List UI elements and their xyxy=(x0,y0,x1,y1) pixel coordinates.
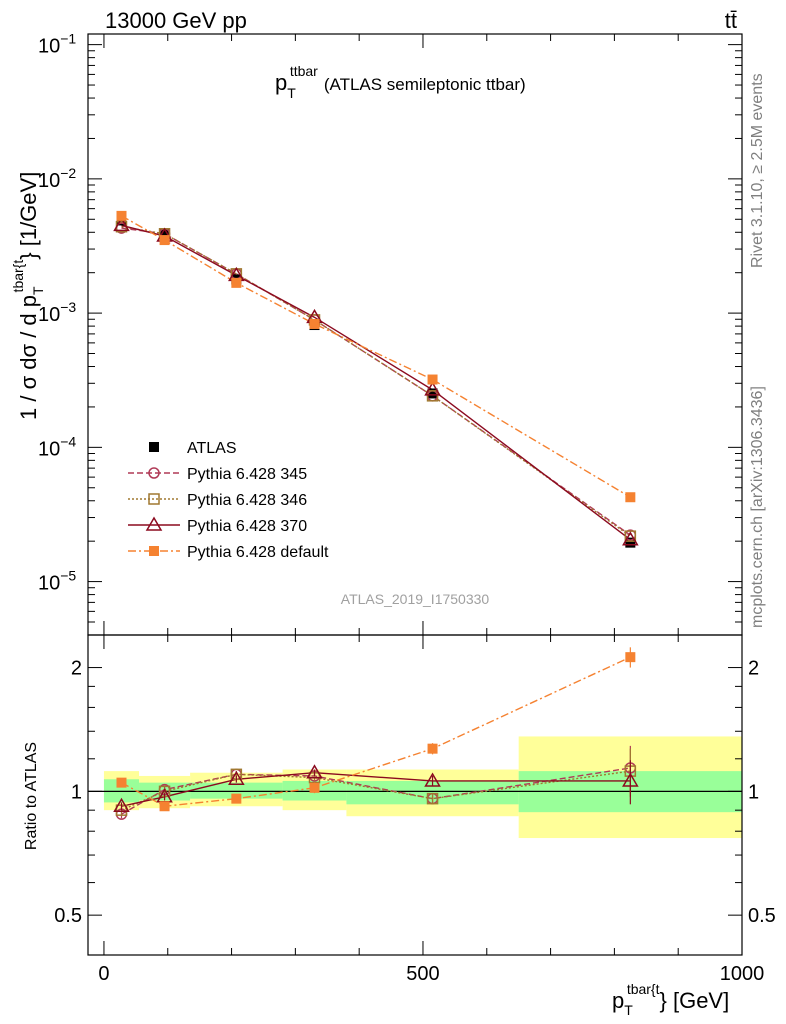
main-point-py370 xyxy=(622,531,639,546)
ratio-xtick-label: 1000 xyxy=(720,963,765,985)
main-point-pydefault xyxy=(231,277,242,288)
ratio-xtick-label: 500 xyxy=(406,963,439,985)
ratio-point-py346 xyxy=(426,792,439,805)
legend-label-pydefault: Pythia 6.428 default xyxy=(187,544,329,561)
ratio-line-pydefault xyxy=(121,656,631,807)
ylabel-text: 1 / σ dσ / d p xyxy=(16,295,41,420)
main-point-atlas xyxy=(159,228,170,239)
ratio-ytick-label-left: 1 xyxy=(71,781,82,803)
main-point-pydefault xyxy=(625,492,636,503)
ratio-point-py370 xyxy=(424,772,441,787)
xlabel-main: p xyxy=(612,988,624,1013)
xlabel-unit: } [GeV] xyxy=(660,988,730,1013)
ratio-band-inner xyxy=(346,780,519,805)
ratio-point-pydefault xyxy=(309,782,320,793)
mcplots-label: mcplots.cern.ch [arXiv:1306.3436] xyxy=(749,386,766,628)
ratio-point-pydefault xyxy=(116,777,127,788)
legend-label-py370: Pythia 6.428 370 xyxy=(187,518,307,535)
main-title: pTttbar (ATLAS semileptonic ttbar) xyxy=(275,63,526,101)
ratio-axes: 0.5 0.5 1 1 2 2 0 500 1000 xyxy=(54,634,776,985)
main-ytick-label: 10−3 xyxy=(38,299,76,326)
legend-marker-py346 xyxy=(148,493,160,505)
legend: ATLAS Pythia 6.428 345 Pythia 6.428 346 Pyt… xyxy=(128,440,329,561)
ratio-ytick-label-left: 2 xyxy=(71,658,82,680)
ylabel-sub: T xyxy=(30,286,46,295)
ratio-point-pydefault xyxy=(159,801,170,812)
ratio-ytick-label-right: 1 xyxy=(748,781,759,803)
main-point-atlas xyxy=(427,388,438,399)
title-main: p xyxy=(275,70,287,95)
ratio-uncertainty-bands xyxy=(103,736,742,839)
ratio-point-py370 xyxy=(622,772,639,787)
legend-marker-py370 xyxy=(145,516,163,531)
ratio-series-lines xyxy=(121,656,631,815)
main-ytick-label: 10−5 xyxy=(38,568,76,595)
ratio-point-pydefault xyxy=(427,743,438,754)
ratio-band-inner xyxy=(190,782,283,799)
ratio-ytick-label-left: 0.5 xyxy=(54,905,82,927)
title-rest: (ATLAS semileptonic ttbar) xyxy=(324,75,526,94)
ratio-point-pydefault xyxy=(231,793,242,804)
main-point-py346 xyxy=(624,530,637,542)
legend-label-py345: Pythia 6.428 345 xyxy=(187,466,307,483)
ratio-point-py370 xyxy=(306,764,323,779)
main-line-py370 xyxy=(121,224,631,541)
main-point-pydefault xyxy=(159,235,170,246)
legend-marker-pydefault xyxy=(149,546,159,556)
ratio-point-py370 xyxy=(113,797,130,812)
legend-label-py346: Pythia 6.428 346 xyxy=(187,492,307,509)
watermark: ATLAS_2019_I1750330 xyxy=(341,591,490,607)
main-point-py346 xyxy=(426,390,439,402)
main-series-lines xyxy=(121,215,631,541)
ratio-point-pydefault xyxy=(625,652,636,663)
main-point-atlas xyxy=(625,537,636,548)
xlabel-sub: T xyxy=(624,1002,633,1018)
ratio-series-markers xyxy=(113,647,639,820)
rivet-label: Rivet 3.1.10, ≥ 2.5M events xyxy=(749,73,766,268)
main-point-pydefault xyxy=(309,318,320,329)
ratio-ytick-label-right: 2 xyxy=(748,658,759,680)
ratio-panel: 0.5 0.5 1 1 2 2 0 500 1000 Ratio to ATLAS pTtbar… xyxy=(23,634,776,1018)
main-ytick-label: 10−1 xyxy=(38,31,76,58)
main-ylabel: 1 / σ dσ / d pTtbar{t} [1/GeV] xyxy=(10,172,46,420)
main-point-pydefault xyxy=(116,210,127,221)
main-line-py345 xyxy=(121,227,631,536)
legend-label-atlas: ATLAS xyxy=(187,440,237,457)
ratio-xlabel: pTtbar{t} [GeV] xyxy=(612,981,729,1018)
title-sub: T xyxy=(287,85,296,101)
main-line-pydefault xyxy=(121,215,631,498)
ylabel-sup: tbar{t xyxy=(10,260,26,293)
main-line-py346 xyxy=(121,226,631,537)
ratio-ylabel: Ratio to ATLAS xyxy=(23,742,40,850)
main-ytick-label: 10−4 xyxy=(38,433,76,460)
main-ytick-label: 10−2 xyxy=(38,165,76,192)
process-label: tt̄ xyxy=(725,8,737,33)
main-point-py370 xyxy=(424,381,441,396)
ratio-point-py370 xyxy=(228,770,245,786)
main-series-markers xyxy=(113,210,639,548)
legend-marker-atlas xyxy=(149,442,159,452)
ratio-xtick-label: 0 xyxy=(98,963,109,985)
ylabel-unit: } [1/GeV] xyxy=(16,172,41,260)
ratio-line-py370 xyxy=(121,772,631,807)
beam-label: 13000 GeV pp xyxy=(105,8,247,33)
legend-marker-py345 xyxy=(148,467,160,479)
main-point-py370 xyxy=(113,216,130,232)
ratio-frame xyxy=(87,634,743,956)
main-point-pydefault xyxy=(427,374,438,385)
title-sup: ttbar xyxy=(290,63,318,79)
main-panel: 10−510−410−310−210−1 pTttbar(ATLAS semil… xyxy=(10,31,743,636)
ratio-line-py346 xyxy=(121,770,631,811)
ratio-ytick-label-right: 0.5 xyxy=(748,905,776,927)
xlabel-sup: tbar{t xyxy=(627,981,660,997)
